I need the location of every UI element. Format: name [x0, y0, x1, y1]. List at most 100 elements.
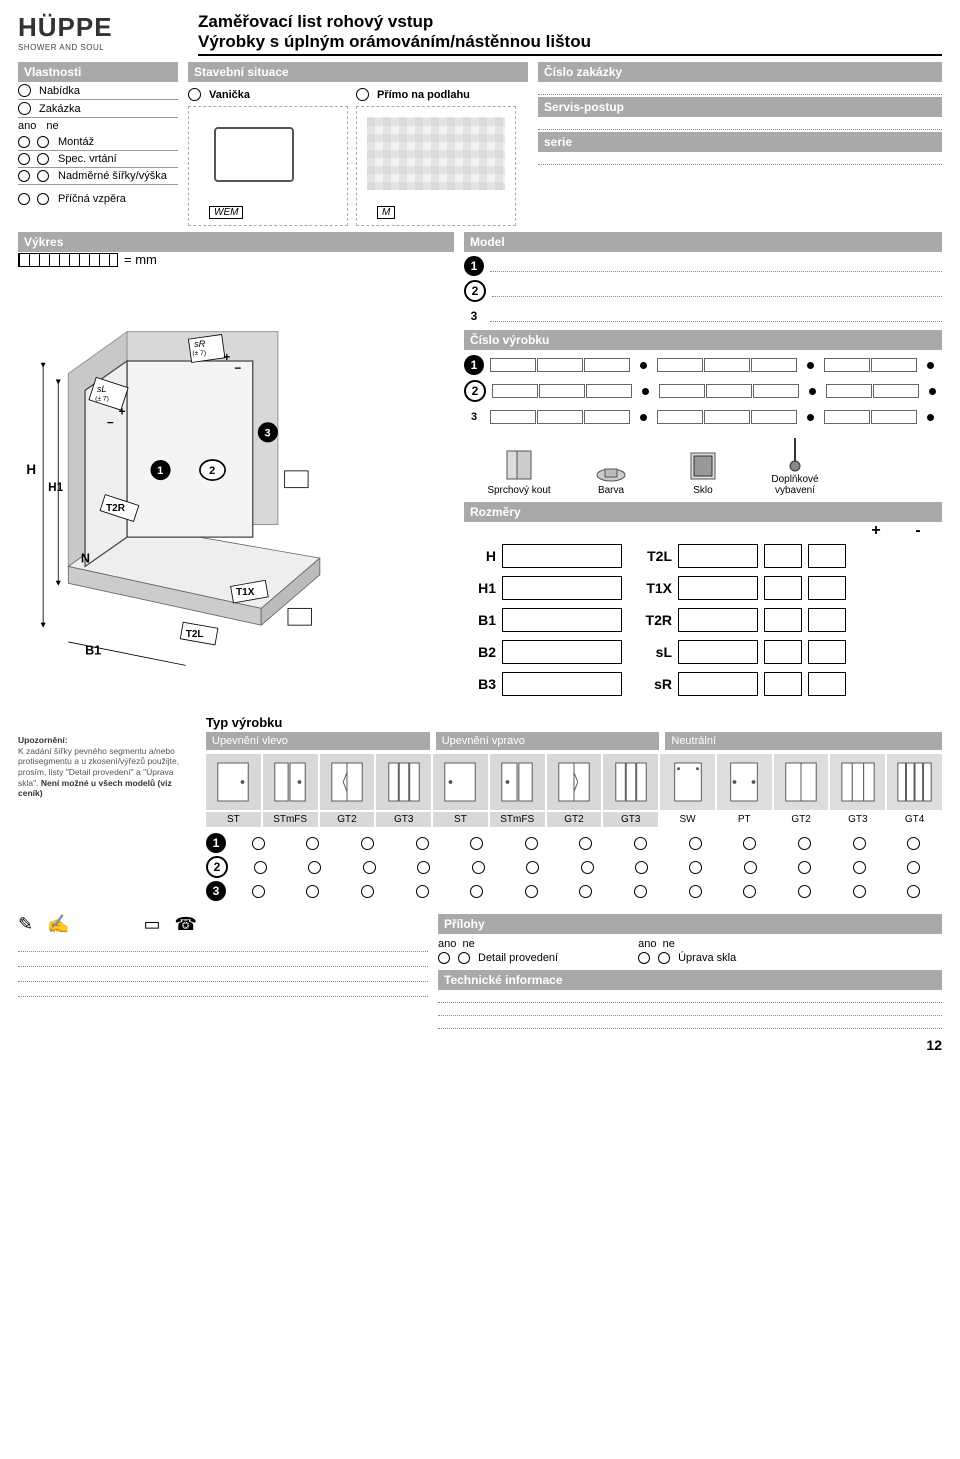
- v-H1[interactable]: [502, 576, 622, 600]
- rm3-7[interactable]: [634, 885, 647, 898]
- radio-primo[interactable]: [356, 88, 369, 101]
- rm2-3[interactable]: [417, 861, 430, 874]
- fl4[interactable]: [18, 984, 428, 997]
- r-uprava-ne[interactable]: [658, 952, 670, 964]
- rm2-7[interactable]: [635, 861, 648, 874]
- v-T2R[interactable]: [678, 608, 758, 632]
- v-sL[interactable]: [678, 640, 758, 664]
- r-uprava-ano[interactable]: [638, 952, 650, 964]
- rm3-5[interactable]: [525, 885, 538, 898]
- radio-zakazka[interactable]: [18, 102, 31, 115]
- radio-pricna-ano[interactable]: [18, 193, 30, 205]
- v-T2R-m[interactable]: [808, 608, 846, 632]
- rm3-8[interactable]: [689, 885, 702, 898]
- rm2-2[interactable]: [363, 861, 376, 874]
- radio-nabidka[interactable]: [18, 84, 31, 97]
- k-T2R: T2R: [640, 612, 672, 628]
- rm1-9[interactable]: [743, 837, 756, 850]
- rm1-8[interactable]: [689, 837, 702, 850]
- model-line3[interactable]: [490, 311, 942, 322]
- v-T2L-m[interactable]: [808, 544, 846, 568]
- prod-grid3[interactable]: [490, 410, 940, 424]
- v-sR-p[interactable]: [764, 672, 802, 696]
- rm2-6[interactable]: [581, 861, 594, 874]
- v-T1X[interactable]: [678, 576, 758, 600]
- rm2-12[interactable]: [907, 861, 920, 874]
- v-sR-m[interactable]: [808, 672, 846, 696]
- fl3[interactable]: [18, 969, 428, 982]
- rm1-5[interactable]: [525, 837, 538, 850]
- radio-spec-ano[interactable]: [18, 153, 30, 165]
- prod-grid2[interactable]: [492, 384, 942, 398]
- v-H[interactable]: [502, 544, 622, 568]
- radio-pricna-ne[interactable]: [37, 193, 49, 205]
- radio-vanicka[interactable]: [188, 88, 201, 101]
- v-T2L[interactable]: [678, 544, 758, 568]
- tl-0: ST: [206, 812, 261, 827]
- v-B2[interactable]: [502, 640, 622, 664]
- rm3-11[interactable]: [853, 885, 866, 898]
- servis-line[interactable]: [538, 119, 942, 130]
- rm3-2[interactable]: [361, 885, 374, 898]
- rm1-0[interactable]: [252, 837, 265, 850]
- rm3-4[interactable]: [470, 885, 483, 898]
- v-T1X-p[interactable]: [764, 576, 802, 600]
- lbl-wem: WEM: [209, 206, 243, 219]
- r-detail-ne[interactable]: [458, 952, 470, 964]
- rm2-1[interactable]: [308, 861, 321, 874]
- rm3-1[interactable]: [306, 885, 319, 898]
- rm3-12[interactable]: [907, 885, 920, 898]
- tl3[interactable]: [438, 1018, 942, 1029]
- serie-line[interactable]: [538, 154, 942, 165]
- rm2-10[interactable]: [798, 861, 811, 874]
- radio-nad-ano[interactable]: [18, 170, 30, 182]
- v-sL-m[interactable]: [808, 640, 846, 664]
- rm2-8[interactable]: [689, 861, 702, 874]
- v-B3[interactable]: [502, 672, 622, 696]
- v-B1[interactable]: [502, 608, 622, 632]
- rm1-2[interactable]: [361, 837, 374, 850]
- rm2-0[interactable]: [254, 861, 267, 874]
- v-T2L-p[interactable]: [764, 544, 802, 568]
- model-line2[interactable]: [492, 286, 942, 297]
- radio-montaz-ano[interactable]: [18, 136, 30, 148]
- situation-img-floor: M: [356, 106, 516, 226]
- fl2[interactable]: [18, 954, 428, 967]
- situation-img-tray: WEM: [188, 106, 348, 226]
- rm3-3[interactable]: [416, 885, 429, 898]
- rm3-6[interactable]: [579, 885, 592, 898]
- r-detail-ano[interactable]: [438, 952, 450, 964]
- svg-text:+: +: [119, 406, 126, 419]
- rm1-12[interactable]: [907, 837, 920, 850]
- rm2-9[interactable]: [744, 861, 757, 874]
- v-sL-p[interactable]: [764, 640, 802, 664]
- fl1[interactable]: [18, 939, 428, 952]
- radio-nad-ne[interactable]: [37, 170, 49, 182]
- radio-montaz-ne[interactable]: [37, 136, 49, 148]
- prod-grid1[interactable]: [490, 358, 940, 372]
- v-T2R-p[interactable]: [764, 608, 802, 632]
- rm1-10[interactable]: [798, 837, 811, 850]
- v-T1X-m[interactable]: [808, 576, 846, 600]
- rm1-1[interactable]: [306, 837, 319, 850]
- tl1[interactable]: [438, 992, 942, 1003]
- rm1-3[interactable]: [416, 837, 429, 850]
- tl2[interactable]: [438, 1005, 942, 1016]
- ic-barva: Barva: [576, 485, 646, 496]
- rm1-11[interactable]: [853, 837, 866, 850]
- rm3-9[interactable]: [743, 885, 756, 898]
- order-line[interactable]: [538, 84, 942, 95]
- rm1-4[interactable]: [470, 837, 483, 850]
- v-sR[interactable]: [678, 672, 758, 696]
- rm-n1: 1: [206, 833, 226, 853]
- rm1-6[interactable]: [579, 837, 592, 850]
- rm3-0[interactable]: [252, 885, 265, 898]
- rm2-4[interactable]: [472, 861, 485, 874]
- rm1-7[interactable]: [634, 837, 647, 850]
- rm3-10[interactable]: [798, 885, 811, 898]
- tl-7: GT3: [603, 812, 658, 827]
- model-line1[interactable]: [490, 261, 942, 272]
- rm2-5[interactable]: [526, 861, 539, 874]
- radio-spec-ne[interactable]: [37, 153, 49, 165]
- rm2-11[interactable]: [853, 861, 866, 874]
